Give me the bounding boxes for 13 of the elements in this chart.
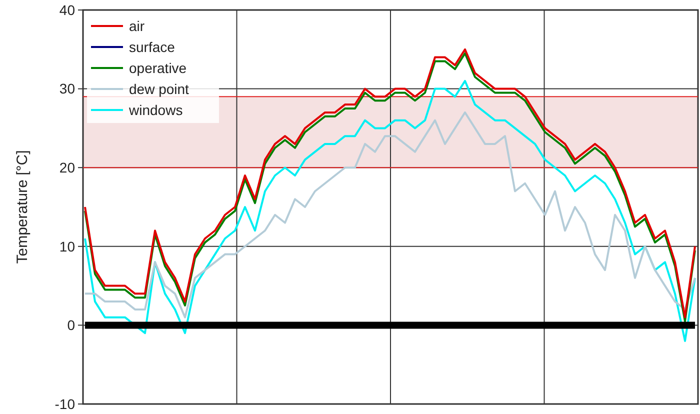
- line-series: [84, 80, 696, 342]
- y-tick-label: -10: [54, 396, 76, 412]
- y-tick-label: 40: [59, 2, 76, 18]
- legend-label: windows: [128, 102, 183, 118]
- y-tick-label: 30: [59, 80, 76, 97]
- y-tick-label: 20: [59, 160, 76, 176]
- legend-label: air: [129, 18, 145, 34]
- legend-label: dew point: [129, 80, 190, 97]
- legend-label: surface: [129, 38, 176, 55]
- y-tick-label: 10: [59, 238, 76, 254]
- legend-label: operative: [129, 60, 187, 76]
- y-tick-label: 0: [67, 317, 76, 334]
- y-axis-title: Temperature [°C]: [14, 150, 31, 264]
